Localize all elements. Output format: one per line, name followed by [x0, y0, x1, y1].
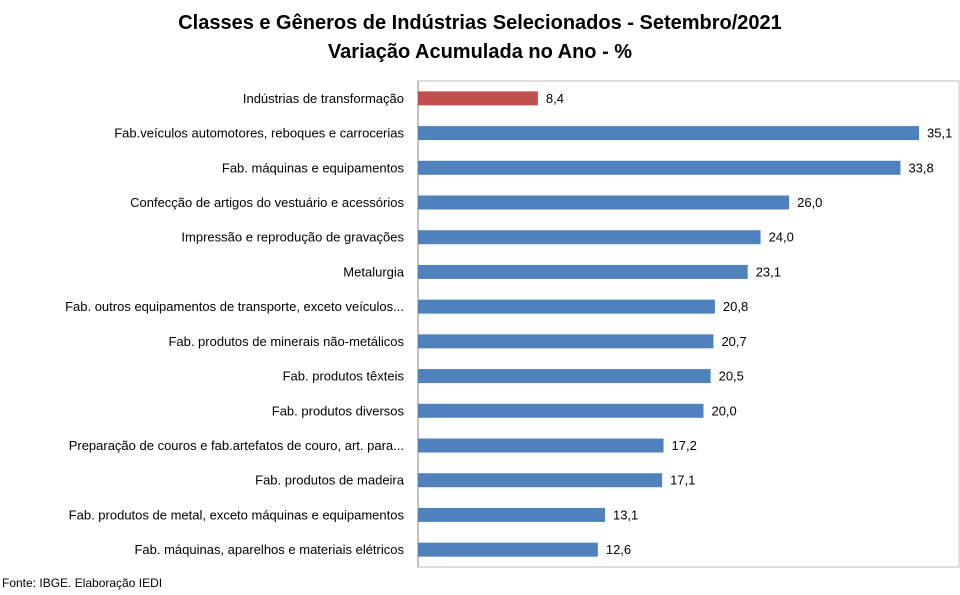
data-label: 13,1: [613, 507, 638, 522]
data-label: 33,8: [908, 160, 933, 175]
source-note: Fonte: IBGE. Elaboração IEDI: [2, 576, 163, 590]
category-label: Metalurgia: [343, 264, 404, 279]
data-label: 35,1: [927, 126, 952, 141]
category-label: Preparação de couros e fab.artefatos de …: [69, 438, 404, 453]
category-label: Indústrias de transformação: [243, 91, 404, 106]
category-label: Fab. produtos de minerais não-metálicos: [168, 334, 404, 349]
category-label: Fab.veículos automotores, reboques e car…: [114, 126, 404, 141]
bar: [418, 369, 711, 384]
bar: [418, 264, 748, 279]
bar: [418, 473, 663, 488]
category-label: Fab. outros equipamentos de transporte, …: [65, 299, 404, 314]
category-label: Fab. máquinas, aparelhos e materiais elé…: [134, 542, 404, 557]
chart-subtitle: Variação Acumulada no Ano - %: [327, 41, 633, 63]
data-label: 20,8: [723, 299, 748, 314]
data-label: 8,4: [546, 91, 564, 106]
category-label: Fab. produtos de metal, exceto máquinas …: [69, 507, 405, 522]
data-label: 17,1: [670, 473, 695, 488]
plot-area-border: [417, 80, 960, 568]
bar: [418, 91, 538, 106]
category-label: Fab. máquinas e equipamentos: [222, 160, 405, 175]
chart-title: Classes e Gêneros de Indústrias Selecion…: [178, 12, 782, 34]
data-label: 12,6: [606, 542, 631, 557]
category-label: Fab. produtos de madeira: [255, 473, 405, 488]
data-label: 20,7: [721, 334, 746, 349]
bar: [418, 438, 664, 453]
bar: [418, 299, 715, 314]
data-label: 23,1: [756, 264, 781, 279]
category-label: Impressão e reprodução de gravações: [181, 230, 404, 245]
bar: [418, 195, 790, 210]
category-label: Confecção de artigos do vestuário e aces…: [130, 195, 404, 210]
bar: [418, 230, 761, 245]
data-label: 20,0: [711, 403, 736, 418]
bar: [418, 507, 605, 522]
data-label: 17,2: [672, 438, 697, 453]
bar: [418, 160, 901, 175]
bar: [418, 126, 919, 141]
data-label: 20,5: [719, 369, 744, 384]
bar: [418, 403, 704, 418]
bar: [418, 542, 598, 557]
category-label: Fab. produtos diversos: [272, 403, 405, 418]
category-label: Fab. produtos têxteis: [283, 369, 405, 384]
data-label: 24,0: [769, 230, 794, 245]
data-label: 26,0: [797, 195, 822, 210]
bar: [418, 334, 714, 349]
bar-chart: Indústrias de transformação 8,4 Fab.veícul…: [65, 80, 960, 568]
